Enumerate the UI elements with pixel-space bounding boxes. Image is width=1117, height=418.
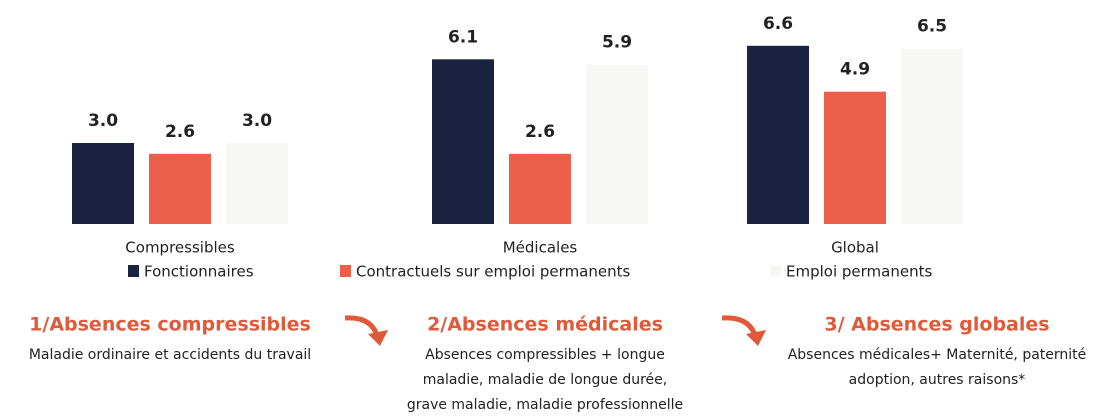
value-label: 2.6: [165, 122, 195, 142]
bar: [509, 153, 571, 224]
bar: [149, 153, 211, 224]
arrow-head: [368, 330, 388, 346]
bar: [432, 59, 494, 224]
annotation-text: adoption, autres raisons*: [849, 372, 1026, 388]
annotation-text: grave maladie, maladie professionnelle: [407, 397, 683, 413]
annotation-title: 3/ Absences globales: [824, 314, 1049, 336]
annotation-title: 2/Absences médicales: [427, 314, 663, 336]
annotation-text: maladie, maladie de longue durée,: [423, 372, 668, 388]
value-label: 2.6: [525, 122, 555, 142]
legend-swatch: [770, 265, 781, 277]
bar: [72, 143, 134, 224]
category-label: Médicales: [503, 239, 578, 257]
legend-label: Fonctionnaires: [144, 263, 254, 281]
legend-label: Emploi permanents: [786, 263, 932, 281]
annotation-text: Absences médicales+ Maternité, paternité: [788, 347, 1087, 363]
legend-swatch: [340, 265, 351, 277]
arrow-head: [746, 330, 766, 346]
annotation-text: Maladie ordinaire et accidents du travai…: [29, 347, 311, 363]
bar: [586, 64, 648, 224]
legend-swatch: [128, 265, 139, 277]
value-label: 3.0: [88, 111, 118, 131]
bar: [747, 45, 809, 224]
annotation-title: 1/Absences compressibles: [29, 314, 311, 336]
legend-label: Contractuels sur emploi permanents: [356, 263, 630, 281]
bar: [901, 48, 963, 224]
value-label: 6.5: [917, 17, 947, 37]
value-label: 3.0: [242, 111, 272, 131]
category-label: Global: [831, 239, 879, 257]
category-label: Compressibles: [125, 239, 235, 257]
value-label: 4.9: [840, 60, 870, 80]
bar: [226, 143, 288, 224]
value-label: 6.1: [448, 27, 478, 47]
bar: [824, 91, 886, 224]
value-label: 6.6: [763, 14, 793, 34]
annotation-text: Absences compressibles + longue: [425, 347, 665, 363]
value-label: 5.9: [602, 33, 632, 53]
